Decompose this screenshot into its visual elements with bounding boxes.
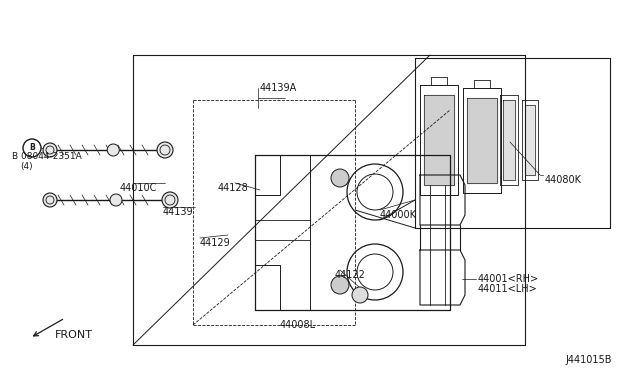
Text: B: B (29, 144, 35, 153)
Text: 44122: 44122 (335, 270, 366, 280)
Circle shape (108, 144, 119, 156)
Text: 44008L: 44008L (280, 320, 316, 330)
Circle shape (43, 193, 57, 207)
Polygon shape (525, 105, 535, 175)
Circle shape (157, 142, 173, 158)
Polygon shape (424, 95, 454, 185)
Circle shape (331, 169, 349, 187)
Text: 44000K: 44000K (380, 210, 417, 220)
Text: 44129: 44129 (200, 238, 231, 248)
Text: 44001<RH>: 44001<RH> (478, 274, 539, 284)
Circle shape (110, 194, 122, 206)
Text: 44139A: 44139A (260, 83, 297, 93)
Circle shape (162, 192, 178, 208)
Text: FRONT: FRONT (55, 330, 93, 340)
Circle shape (352, 287, 368, 303)
Polygon shape (503, 100, 515, 180)
Text: 44128: 44128 (218, 183, 249, 193)
Text: J441015B: J441015B (565, 355, 611, 365)
Text: (4): (4) (20, 162, 33, 171)
Circle shape (331, 276, 349, 294)
Text: B 08044-2351A: B 08044-2351A (12, 152, 82, 161)
Text: 44139: 44139 (163, 207, 194, 217)
Text: 44011<LH>: 44011<LH> (478, 284, 538, 294)
Circle shape (43, 143, 57, 157)
Text: 44010C: 44010C (120, 183, 157, 193)
Text: 44080K: 44080K (545, 175, 582, 185)
Polygon shape (467, 98, 497, 183)
